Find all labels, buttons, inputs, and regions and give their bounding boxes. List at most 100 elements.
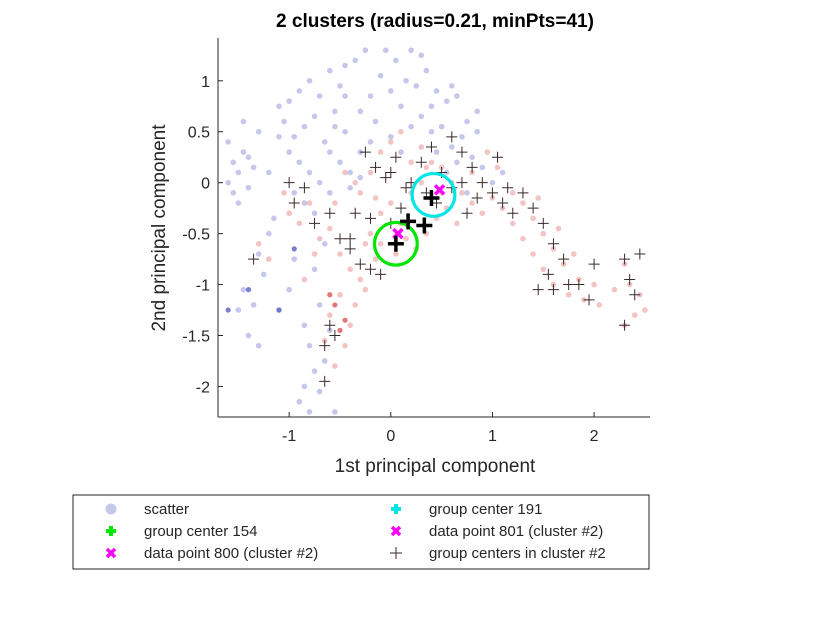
legend-plus-marker <box>106 526 116 536</box>
group-center-cross <box>309 217 321 229</box>
cluster1-point <box>408 123 414 130</box>
cluster1-point <box>347 169 353 176</box>
legend-label: data point 800 (cluster #2) <box>144 545 318 562</box>
cluster2-point <box>520 200 526 206</box>
cluster2-point <box>362 241 369 247</box>
group-center-cross <box>364 212 376 224</box>
group-center-cross <box>329 329 341 341</box>
group-center-cross <box>334 233 346 245</box>
group-center-cross <box>344 233 356 245</box>
cluster1-point <box>311 368 318 374</box>
group-center-cross <box>324 207 336 219</box>
group-center-cross <box>558 253 570 265</box>
cluster1-point <box>454 93 460 99</box>
group-center-cross <box>629 289 641 301</box>
group-center-cross <box>298 182 310 194</box>
cluster1-point <box>469 154 475 161</box>
group-center-cross <box>486 187 498 199</box>
group-center-cross <box>248 253 260 265</box>
cluster1-point <box>291 256 298 262</box>
cluster2-point <box>367 169 374 176</box>
cluster1-point <box>327 149 333 155</box>
x-tick-label: 0 <box>386 428 395 445</box>
y-tick-label: -2 <box>196 379 210 396</box>
legend: scatter group center 191 group center 154 d… <box>72 494 650 570</box>
group-center-cross <box>547 284 559 296</box>
cluster1-point <box>276 134 282 140</box>
y-tick-label: 1 <box>201 74 210 91</box>
group-center-cross <box>415 156 427 168</box>
cluster2-point <box>347 266 353 273</box>
cluster2-point <box>393 251 399 257</box>
cluster2-point <box>327 225 333 232</box>
cluster1-outlier-point <box>225 307 231 313</box>
cluster-center-big-cross <box>416 217 433 234</box>
cluster1-point <box>408 47 414 54</box>
cluster1-point <box>443 98 450 104</box>
cluster1-point <box>464 190 470 196</box>
group-center-cross <box>517 187 529 199</box>
cluster2-point <box>403 235 409 242</box>
group-center-cross <box>471 192 483 204</box>
group-center-cross <box>492 151 504 163</box>
plot-area <box>225 47 648 415</box>
cluster2-point <box>484 149 491 155</box>
cluster1-point <box>230 190 237 196</box>
group-center-cross <box>624 273 636 285</box>
cluster2-point <box>347 322 353 329</box>
cluster1-point <box>367 139 374 145</box>
cluster1-point <box>301 383 308 390</box>
cluster1-point <box>332 409 338 415</box>
cluster2-point <box>611 286 618 293</box>
cluster2-point <box>266 256 272 262</box>
cluster2-point <box>352 302 359 308</box>
cluster1-point <box>296 88 303 94</box>
cluster1-point <box>438 123 445 130</box>
cluster1-point <box>337 159 343 166</box>
cluster1-point <box>250 302 257 308</box>
group-center-cross <box>380 172 392 184</box>
cluster1-point <box>474 128 481 135</box>
cluster2-point <box>631 312 638 318</box>
cluster1-point <box>332 123 338 130</box>
cluster1-point <box>428 128 435 135</box>
cluster1-point <box>296 159 303 166</box>
group-center-cross <box>532 284 544 296</box>
cluster1-point <box>448 144 455 150</box>
cluster1-point <box>306 409 313 415</box>
group-center-cross <box>466 161 478 173</box>
cluster2-point <box>418 144 425 150</box>
group-center-cross <box>527 202 539 214</box>
legend-scatter-marker <box>105 503 117 515</box>
group-center-cross <box>395 202 407 214</box>
cluster1-point <box>316 93 323 99</box>
cluster1-point <box>316 302 323 308</box>
cluster2-point <box>255 241 262 247</box>
cluster2-point <box>570 251 577 257</box>
x-axis-label: 1st principal component <box>335 456 536 477</box>
cluster2-solid-point <box>327 292 333 298</box>
group-center-cross <box>563 279 575 291</box>
cluster2-point <box>301 276 308 283</box>
cluster1-point <box>367 93 374 99</box>
cluster2-point <box>591 281 597 288</box>
cluster1-point <box>423 67 430 74</box>
cluster1-point <box>342 93 348 99</box>
cluster1-point <box>225 179 231 186</box>
cluster1-point <box>266 169 272 176</box>
cluster1-point <box>418 113 425 120</box>
group-center-cross <box>288 197 300 209</box>
cluster1-point <box>454 159 460 166</box>
cluster-center-big-cross <box>400 213 417 230</box>
cluster1-point <box>235 307 242 313</box>
cluster1-point <box>225 139 231 145</box>
group-center-cross <box>385 166 397 178</box>
group-center-cross <box>619 253 631 265</box>
cluster2-point <box>520 235 526 242</box>
cluster1-point <box>255 251 262 257</box>
cluster2-point <box>362 286 369 293</box>
cluster1-point <box>382 47 389 54</box>
y-tick-label: -1 <box>196 278 210 295</box>
cluster1-point <box>362 47 369 54</box>
